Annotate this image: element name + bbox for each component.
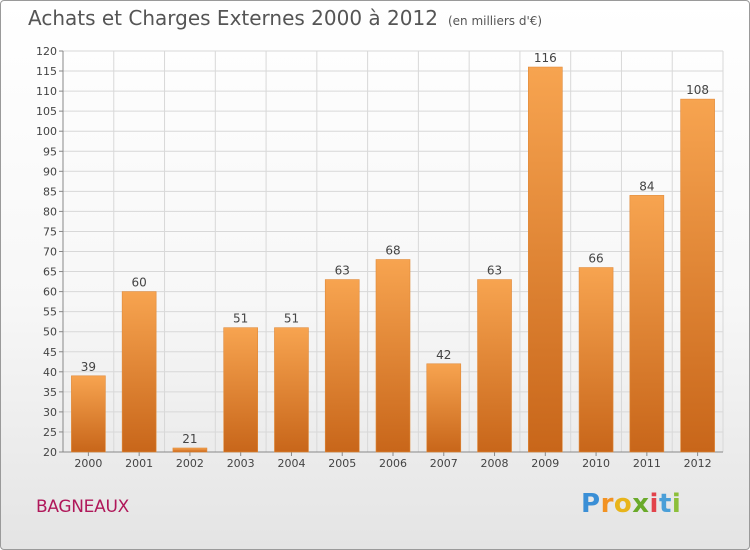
y-tick-label: 35 — [43, 386, 57, 399]
y-tick-label: 95 — [43, 145, 57, 158]
y-tick-label: 45 — [43, 346, 57, 359]
x-tick-label: 2009 — [531, 457, 559, 470]
y-tick-label: 75 — [43, 225, 57, 238]
data-label: 63 — [487, 264, 502, 278]
data-label: 60 — [132, 276, 147, 290]
bar — [375, 259, 411, 453]
data-label: 51 — [233, 312, 248, 326]
bar — [121, 291, 157, 453]
x-tick-label: 2010 — [582, 457, 610, 470]
data-label: 108 — [686, 83, 709, 97]
data-label: 63 — [335, 264, 350, 278]
y-tick-label: 100 — [36, 125, 57, 138]
y-tick-label: 25 — [43, 426, 57, 439]
city-name: BAGNEAUX — [36, 497, 129, 517]
data-label: 66 — [588, 252, 603, 266]
x-tick-label: 2000 — [74, 457, 102, 470]
x-tick-label: 2011 — [633, 457, 661, 470]
y-tick-label: 105 — [36, 105, 57, 118]
bars — [71, 66, 715, 453]
y-tick-label: 120 — [36, 45, 57, 58]
x-tick-label: 2003 — [227, 457, 255, 470]
y-tick-label: 70 — [43, 246, 57, 259]
bar — [324, 279, 360, 453]
data-label: 84 — [639, 179, 654, 193]
bar — [426, 363, 462, 453]
bar — [680, 98, 715, 453]
x-tick-label: 2004 — [277, 457, 305, 470]
y-tick-label: 20 — [43, 446, 57, 459]
y-tick-label: 85 — [43, 185, 57, 198]
data-label: 21 — [182, 432, 197, 446]
bar — [223, 327, 258, 453]
x-tick-label: 2001 — [125, 457, 153, 470]
x-tick-label: 2008 — [481, 457, 509, 470]
y-tick-label: 65 — [43, 266, 57, 279]
x-tick-label: 2006 — [379, 457, 407, 470]
x-tick-label: 2005 — [328, 457, 356, 470]
bar — [172, 447, 208, 453]
data-label: 39 — [81, 360, 96, 374]
bar — [274, 327, 309, 453]
data-label: 116 — [534, 51, 557, 65]
y-tick-label: 40 — [43, 366, 57, 379]
bar — [71, 375, 106, 453]
y-tick-label: 60 — [43, 286, 57, 299]
labels: 20 25 30 35 40 45 50 55 60 65 70 75 80 85 90 95 100 105 11… — [36, 45, 712, 470]
y-tick-label: 30 — [43, 406, 57, 419]
y-tick-label: 90 — [43, 165, 57, 178]
bar — [578, 267, 614, 453]
bar — [528, 66, 563, 453]
x-tick-label: 2012 — [684, 457, 712, 470]
chart-title-block: Achats et Charges Externes 2000 à 2012 (e… — [28, 6, 542, 30]
y-tick-label: 110 — [36, 85, 57, 98]
data-label: 68 — [385, 244, 400, 258]
bar — [629, 195, 665, 453]
y-tick-label: 55 — [43, 306, 57, 319]
y-tick-label: 115 — [36, 65, 57, 78]
y-tick-label: 50 — [43, 326, 57, 339]
proxiti-logo: Proxiti — [581, 489, 682, 519]
unit-note: (en milliers d'€) — [447, 14, 543, 28]
data-label: 42 — [436, 348, 451, 362]
x-tick-label: 2007 — [430, 457, 458, 470]
x-tick-label: 2002 — [176, 457, 204, 470]
bar — [477, 279, 512, 453]
data-label: 51 — [284, 312, 299, 326]
y-tick-label: 80 — [43, 205, 57, 218]
chart-title: Achats et Charges Externes 2000 à 2012 — [28, 6, 438, 30]
